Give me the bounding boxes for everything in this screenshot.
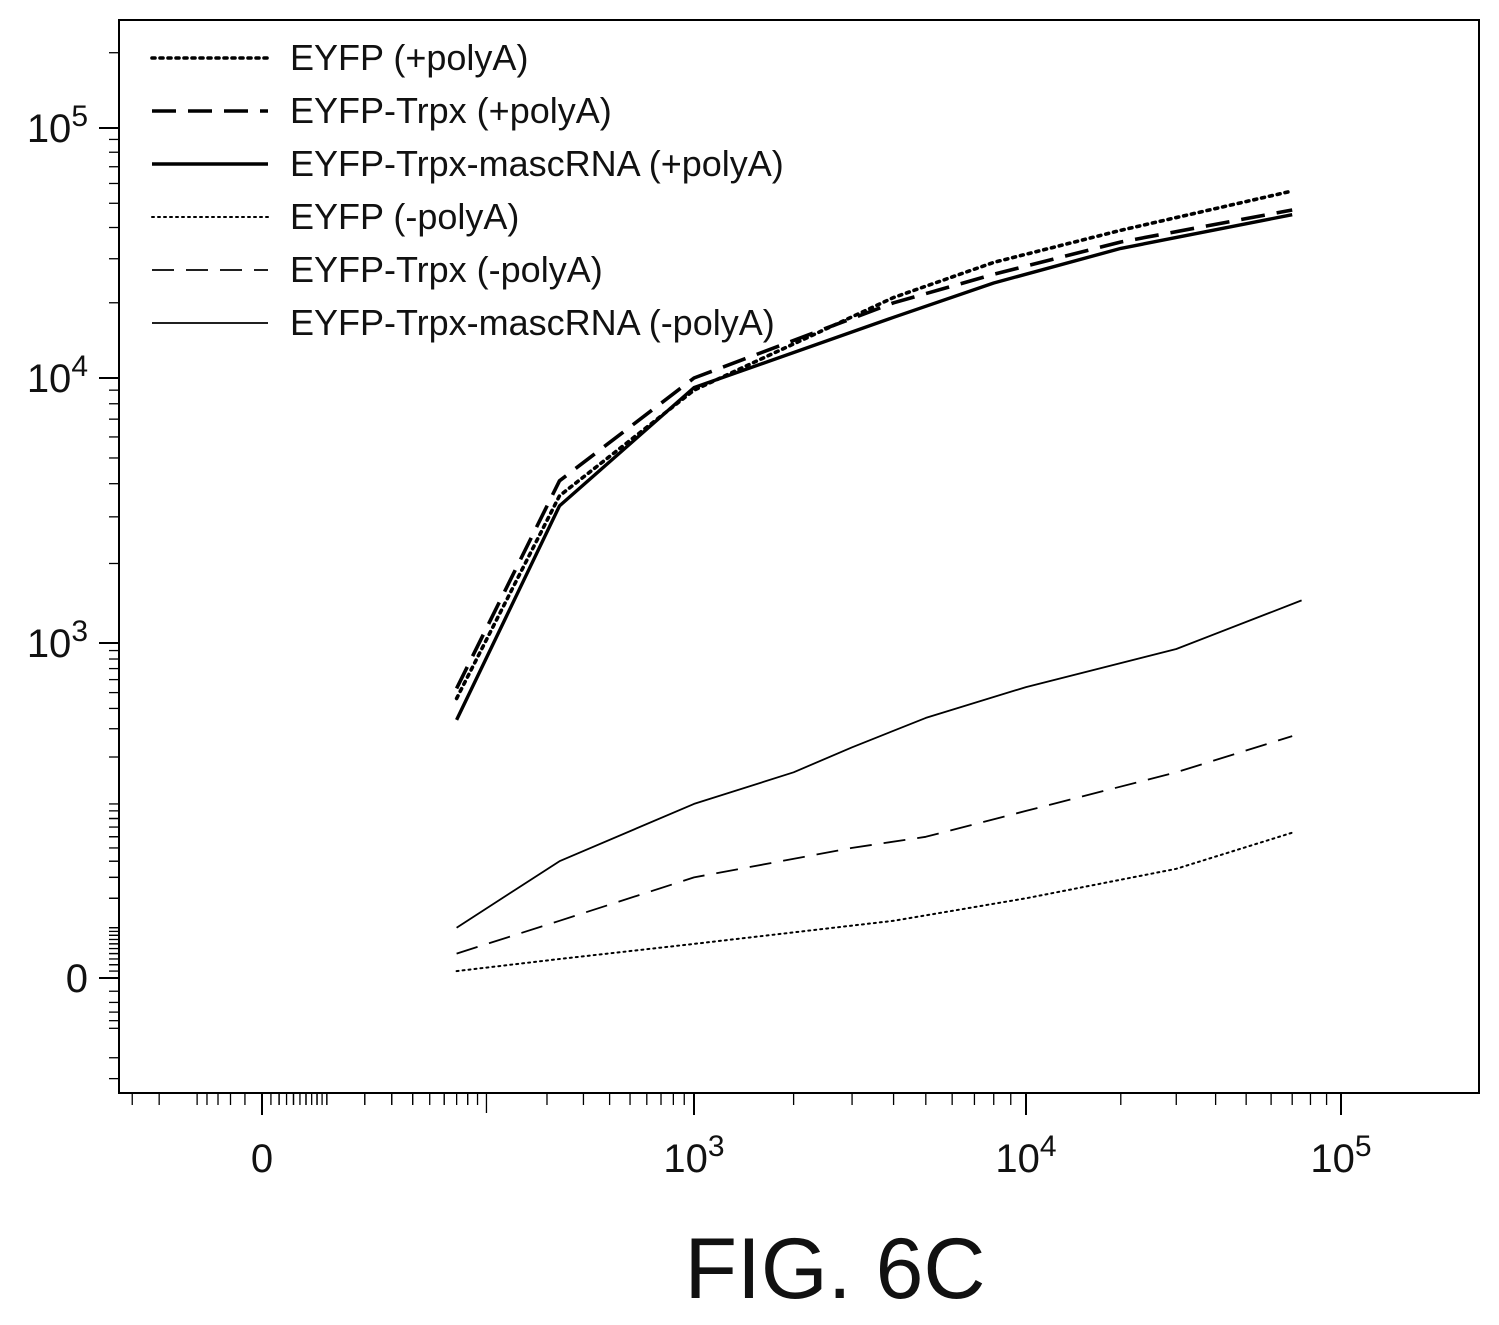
y-axis-ticks bbox=[99, 52, 119, 1080]
series-line bbox=[454, 208, 1293, 690]
legend-label: EYFP (+polyA) bbox=[290, 37, 528, 78]
series-line bbox=[456, 599, 1302, 929]
legend-label: EYFP-Trpx-mascRNA (+polyA) bbox=[290, 143, 784, 184]
series-line bbox=[454, 189, 1294, 701]
x-tick-label: 0 bbox=[251, 1137, 273, 1181]
x-axis-ticks bbox=[131, 1093, 1342, 1115]
x-tick-label: 104 bbox=[995, 1130, 1056, 1182]
legend: EYFP (+polyA) EYFP-Trpx (+polyA) EYFP-Trpx… bbox=[150, 37, 784, 343]
x-axis-tick-labels: 0 103 104 105 bbox=[251, 1130, 1372, 1182]
y-tick-label: 103 bbox=[27, 615, 88, 667]
y-tick-label-exponent: 4 bbox=[71, 350, 88, 383]
series-line bbox=[455, 831, 1294, 973]
x-tick-label: 105 bbox=[1310, 1130, 1371, 1182]
series-line bbox=[455, 213, 1293, 721]
x-tick-label: 103 bbox=[663, 1130, 724, 1182]
y-tick-label: 0 bbox=[66, 957, 88, 1001]
plot-frame bbox=[118, 19, 1480, 1094]
legend-label: EYFP (-polyA) bbox=[290, 196, 519, 237]
x-tick-label-exponent: 5 bbox=[1355, 1130, 1372, 1163]
series-lines bbox=[454, 189, 1302, 973]
y-tick-label: 105 bbox=[27, 100, 88, 152]
series-line bbox=[456, 735, 1293, 955]
y-axis-tick-labels: 0 103 104 105 bbox=[27, 100, 88, 1002]
y-tick-label-exponent: 3 bbox=[71, 615, 88, 648]
x-tick-label-exponent: 4 bbox=[1040, 1130, 1057, 1163]
legend-label: EYFP-Trpx-mascRNA (-polyA) bbox=[290, 302, 775, 343]
legend-label: EYFP-Trpx (-polyA) bbox=[290, 249, 603, 290]
legend-label: EYFP-Trpx (+polyA) bbox=[290, 90, 612, 131]
x-tick-label-exponent: 3 bbox=[708, 1130, 725, 1163]
y-tick-label: 104 bbox=[27, 350, 88, 402]
y-tick-label-exponent: 5 bbox=[71, 100, 88, 133]
figure-label: FIG. 6C bbox=[684, 1221, 985, 1317]
